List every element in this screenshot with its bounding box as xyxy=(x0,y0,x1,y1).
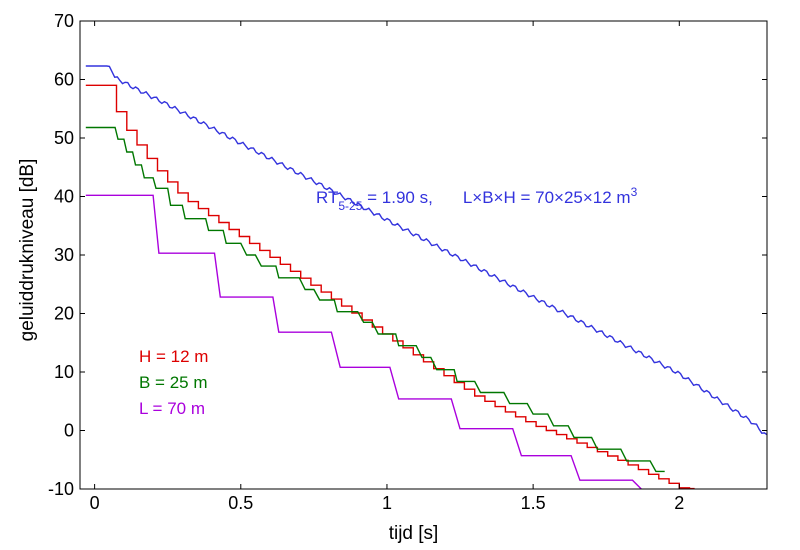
x-tick-label: 1.5 xyxy=(521,493,546,513)
legend-entry: L = 70 m xyxy=(139,399,205,418)
y-tick-label: -10 xyxy=(48,479,74,499)
dims-sup: 3 xyxy=(631,185,638,199)
legend-entry: B = 25 m xyxy=(139,373,208,392)
legend: H = 12 m B = 25 m L = 70 m xyxy=(139,347,208,418)
x-tick-label: 0.5 xyxy=(228,493,253,513)
reverb-annotation: RT5-25 = 1.90 s, L×B×H = 70×25×12 m3 xyxy=(316,185,638,213)
rt-rest: = 1.90 s, xyxy=(362,188,432,207)
series-h-line xyxy=(85,84,695,489)
y-tick-label: 0 xyxy=(64,421,74,441)
rt-sub: 5-25 xyxy=(338,199,362,213)
y-tick-label: 60 xyxy=(54,70,74,90)
y-tick-label: 20 xyxy=(54,304,74,324)
y-tick-label: 10 xyxy=(54,362,74,382)
y-tick-label: 50 xyxy=(54,128,74,148)
series-b-line xyxy=(85,126,665,473)
series-decay-line xyxy=(85,65,767,436)
y-tick-label: 30 xyxy=(54,245,74,265)
series-layer xyxy=(85,65,767,489)
x-tick-label: 1 xyxy=(382,493,392,513)
y-tick-label: 70 xyxy=(54,11,74,31)
legend-entry: H = 12 m xyxy=(139,347,208,366)
y-tick-label: 40 xyxy=(54,187,74,207)
x-tick-label: 2 xyxy=(674,493,684,513)
y-axis-label: geluiddrukniveau [dB] xyxy=(17,159,38,342)
x-tick-label: 0 xyxy=(90,493,100,513)
rt-main: RT xyxy=(316,188,338,207)
room-dimensions: L×B×H = 70×25×12 m xyxy=(463,188,631,207)
x-axis-label: tijd [s] xyxy=(389,523,439,544)
ticks-layer: 0 0.5 1 1.5 2 -10 0 10 20 30 40 50 60 70 xyxy=(48,11,767,513)
series-l-line xyxy=(85,194,642,489)
